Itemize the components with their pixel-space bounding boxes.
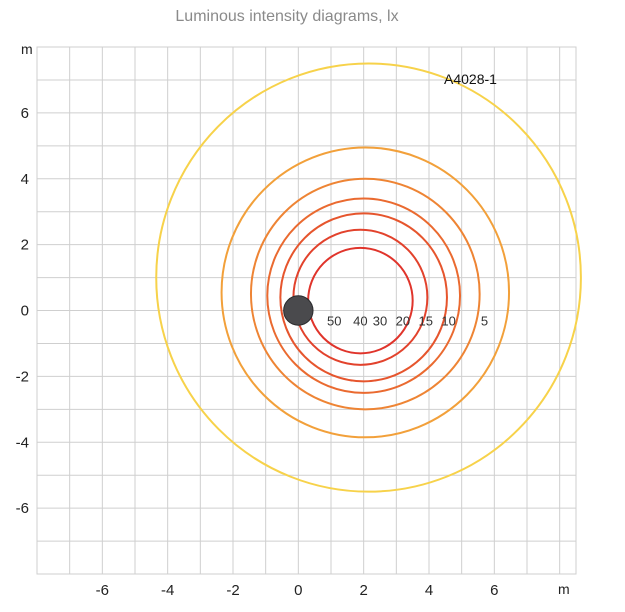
isolux-contour-15 bbox=[249, 177, 481, 411]
chart-title: Luminous intensity diagrams, lx bbox=[175, 8, 398, 25]
contour-label-5: 5 bbox=[481, 313, 488, 328]
y-tick-label: -4 bbox=[16, 434, 29, 451]
contour-lines bbox=[155, 62, 582, 493]
model-annotation: A4028-1 bbox=[444, 71, 497, 87]
contour-label-20: 20 bbox=[396, 313, 410, 328]
x-tick-label: 6 bbox=[490, 582, 498, 599]
x-tick-label: 0 bbox=[294, 582, 302, 599]
contour-labels: 50 40 30 20 15 10 5 bbox=[327, 313, 488, 328]
x-tick-label: 2 bbox=[359, 582, 367, 599]
x-tick-label: -6 bbox=[96, 582, 109, 599]
y-tick-label: 0 bbox=[21, 303, 29, 320]
light-source bbox=[283, 295, 314, 326]
plot-border bbox=[36, 46, 577, 575]
isolux-contour-30 bbox=[279, 212, 448, 383]
x-axis-unit-label: m bbox=[558, 581, 570, 597]
y-tick-label: 6 bbox=[21, 105, 29, 122]
grid bbox=[36, 46, 577, 575]
y-tick-label: -6 bbox=[16, 500, 29, 517]
x-tick-label: -2 bbox=[226, 582, 239, 599]
contour-label-50: 50 bbox=[327, 313, 341, 328]
contour-label-10: 10 bbox=[441, 313, 455, 328]
y-axis-unit-label: m bbox=[21, 41, 33, 57]
contour-label-40: 40 bbox=[353, 313, 367, 328]
light-source-marker bbox=[283, 295, 314, 326]
x-tick-label: 4 bbox=[425, 582, 433, 599]
contour-label-30: 30 bbox=[373, 313, 387, 328]
y-tick-label: 4 bbox=[21, 171, 29, 188]
y-tick-label: 2 bbox=[21, 237, 29, 254]
isolux-contour-10 bbox=[220, 146, 511, 439]
x-tick-label: -4 bbox=[161, 582, 174, 599]
contour-label-15: 15 bbox=[418, 313, 432, 328]
isolux-contour-5 bbox=[155, 62, 582, 493]
isolux-contour-50 bbox=[307, 246, 414, 355]
isolux-contour-40 bbox=[292, 228, 429, 366]
isolux-contour-20 bbox=[266, 197, 462, 394]
y-tick-label: -2 bbox=[16, 368, 29, 385]
